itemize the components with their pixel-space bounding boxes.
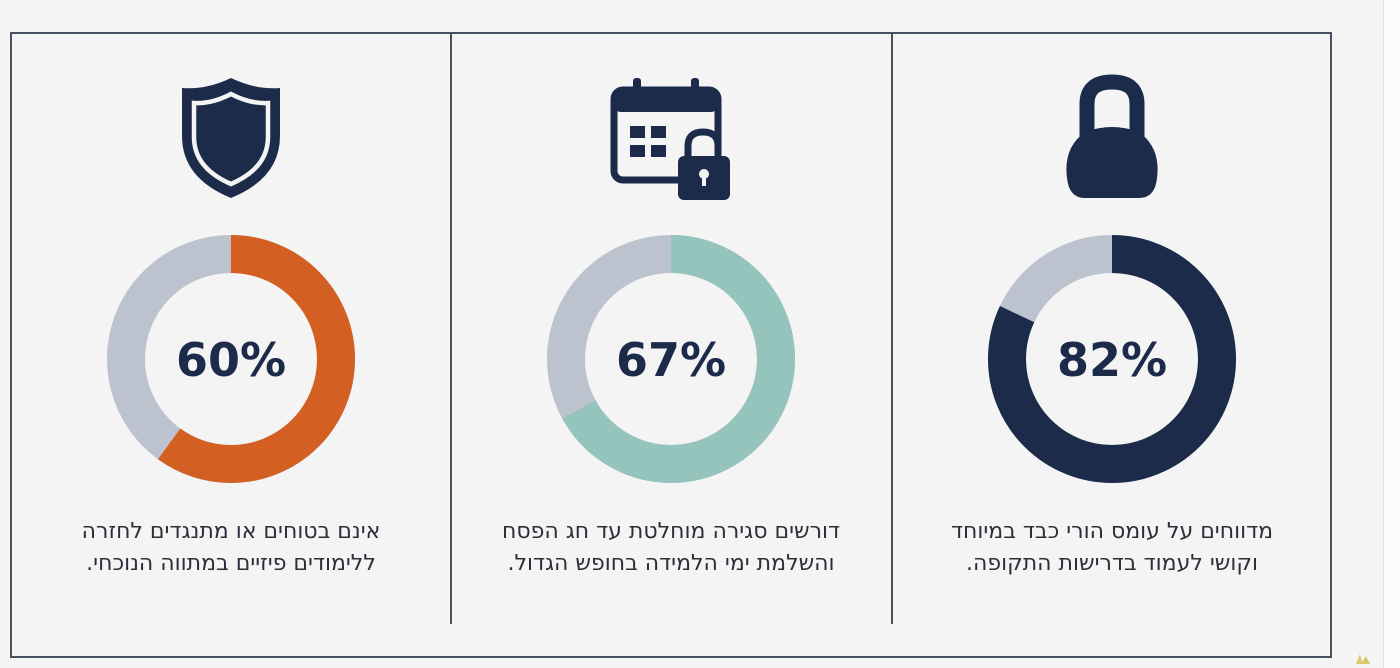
- donut-chart: 82%: [988, 235, 1236, 483]
- panel-divider: [891, 32, 893, 624]
- panel-divider: [450, 32, 452, 624]
- donut-value-arc: [547, 235, 795, 483]
- shield-icon: [182, 78, 280, 198]
- percent-label: 82%: [1057, 333, 1167, 387]
- scroll-edge: [1383, 0, 1400, 668]
- donut-value-arc: [107, 235, 355, 483]
- stat-caption: אינם בטוחים או מתנגדים לחזרה ללימודים פי…: [81, 519, 381, 576]
- stat-panel-return-opposition: 60% אינם בטוחים או מתנגדים לחזרה ללימודי…: [12, 34, 450, 654]
- donut-chart: 60%: [107, 235, 355, 483]
- percent-label: 67%: [616, 333, 726, 387]
- corner-sparkle-icon: [1356, 654, 1370, 664]
- percent-label: 60%: [176, 333, 286, 387]
- donut-chart: 67%: [547, 235, 795, 483]
- calendar-lock-icon: [610, 78, 730, 200]
- stat-caption: דורשים סגירה מוחלטת עד חג הפסח והשלמת ימ…: [501, 519, 841, 576]
- donut-value-arc: [988, 235, 1236, 483]
- stat-panel-parental-load: 82% מדווחים על עומס הורי כבד במיוחד וקוש…: [893, 34, 1331, 654]
- kettlebell-icon: [1066, 74, 1158, 198]
- stat-caption: מדווחים על עומס הורי כבד במיוחד וקושי לע…: [950, 519, 1274, 576]
- stat-panel-full-closure: 67% דורשים סגירה מוחלטת עד חג הפסח והשלמ…: [452, 34, 890, 654]
